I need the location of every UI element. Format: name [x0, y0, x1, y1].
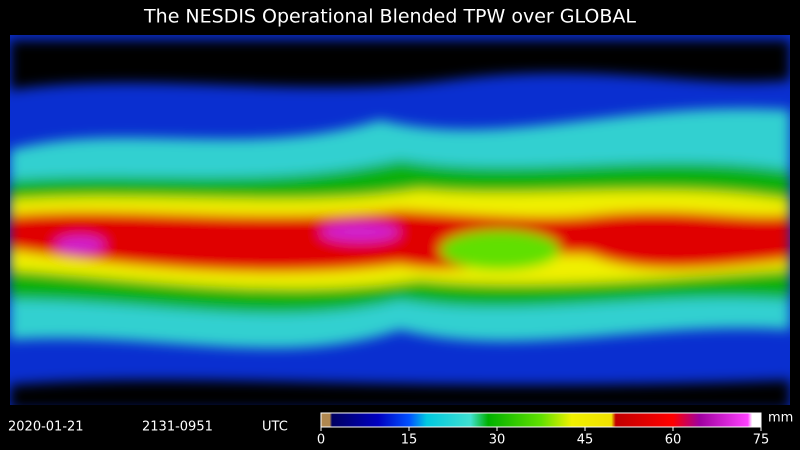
colorbar-tick-label: 0 [317, 433, 325, 448]
colorbar-tick-label: 75 [753, 433, 770, 448]
timezone: UTC [262, 420, 288, 435]
colorbar-unit: mm [768, 411, 793, 426]
colorbar-ticks: 0 15 30 45 60 75 [317, 427, 769, 448]
colorbar-tick-label: 60 [665, 433, 682, 448]
title: The NESDIS Operational Blended TPW over … [143, 6, 636, 28]
map [10, 35, 790, 405]
colorbar-tick-label: 45 [577, 433, 594, 448]
colorbar-tick-label: 15 [401, 433, 418, 448]
colorbar [320, 412, 762, 428]
date: 2020-01-21 [8, 420, 84, 435]
time-range: 2131-0951 [142, 420, 213, 435]
colorbar-tick-label: 30 [489, 433, 506, 448]
